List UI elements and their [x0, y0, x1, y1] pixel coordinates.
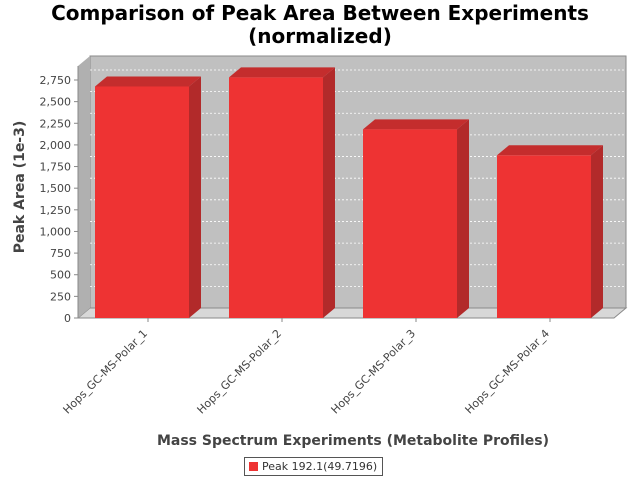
y-tick-label: 2,500 — [40, 96, 72, 109]
chart-title: Comparison of Peak Area Between Experime… — [0, 2, 640, 48]
legend-label: Peak 192.1(49.7196) — [262, 460, 378, 473]
x-tick-label: Hops_GC-MS-Polar_4 — [463, 327, 553, 417]
y-axis: 0 250 500 750 1,000 1,250 1,500 1,750 2,000 2,250… — [40, 66, 79, 325]
bar-side — [457, 119, 469, 319]
y-tick-label: 0 — [64, 312, 71, 325]
y-tick-label: 750 — [50, 247, 71, 260]
y-tick-label: 2,000 — [40, 139, 72, 152]
bar-front — [497, 155, 591, 318]
bar-side — [189, 76, 201, 318]
y-tick-label: 1,250 — [40, 204, 72, 217]
plot-left-wall — [78, 56, 90, 318]
bar-top — [229, 67, 335, 78]
chart-title-line-1: Comparison of Peak Area Between Experime… — [51, 1, 589, 25]
bar-top — [95, 76, 201, 87]
y-tick-label: 2,750 — [40, 74, 72, 87]
bar — [95, 76, 201, 318]
bar — [363, 119, 469, 319]
y-tick-label: 2,250 — [40, 117, 72, 130]
bar-front — [363, 129, 457, 318]
bar-side — [591, 145, 603, 318]
y-tick-label: 1,500 — [40, 182, 72, 195]
x-axis: Hops_GC-MS-Polar_1 Hops_GC-MS-Polar_2 Hops… — [61, 318, 553, 417]
bar — [229, 67, 335, 319]
bar-top — [363, 119, 469, 130]
bar-top — [497, 145, 603, 156]
y-tick-label: 500 — [50, 269, 71, 282]
y-axis-title: Peak Area (1e-3) — [12, 121, 28, 254]
bar-side — [323, 67, 335, 319]
bar-front — [229, 77, 323, 319]
y-tick-label: 1,000 — [40, 225, 72, 238]
legend: Peak 192.1(49.7196) — [244, 457, 384, 476]
y-tick-label: 1,750 — [40, 161, 72, 174]
y-tick-label: 250 — [50, 290, 71, 303]
bar — [497, 145, 603, 318]
bar-front — [95, 86, 189, 318]
plot-background — [76, 55, 628, 319]
x-axis-title: Mass Spectrum Experiments (Metabolite Pr… — [157, 433, 549, 449]
bars — [95, 67, 603, 319]
x-tick-label: Hops_GC-MS-Polar_2 — [195, 327, 285, 417]
x-tick-label: Hops_GC-MS-Polar_3 — [329, 327, 419, 417]
x-tick-label: Hops_GC-MS-Polar_1 — [61, 327, 151, 417]
chart-title-line-2: (normalized) — [248, 24, 392, 48]
legend-swatch — [249, 462, 258, 471]
